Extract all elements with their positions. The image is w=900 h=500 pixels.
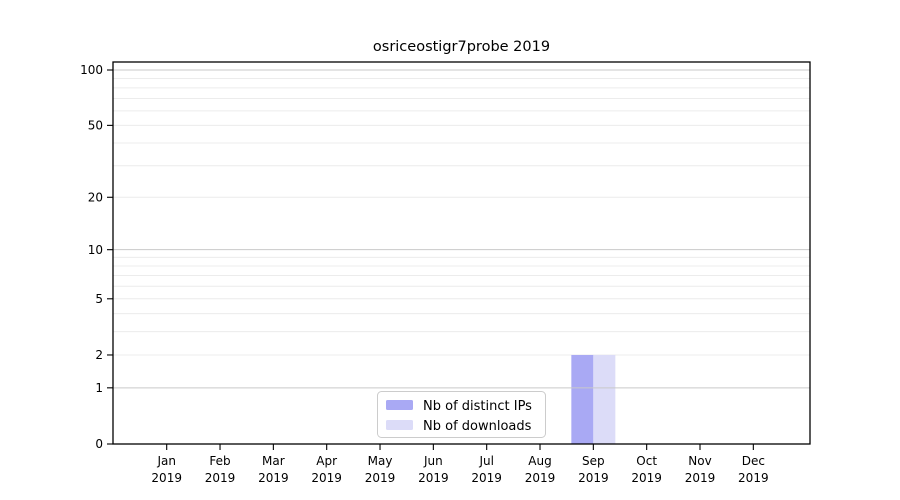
x-tick-label-month: Jan [156, 454, 176, 468]
y-tick-label: 0 [95, 437, 103, 451]
y-tick-label: 1 [95, 381, 103, 395]
x-tick-label-month: Jul [478, 454, 493, 468]
x-tick-label-year: 2019 [471, 471, 502, 485]
x-tick-label-month: Apr [316, 454, 337, 468]
x-axis: Jan 2019 Feb 2019 Mar 2019 Apr 2019 May 2019 Jun 20… [151, 444, 769, 485]
x-tick-label-month: Feb [209, 454, 230, 468]
legend-label: Nb of distinct IPs [423, 399, 532, 414]
x-tick-label-year: 2019 [525, 471, 556, 485]
y-axis: 0 1 2 5 10 20 50 100 [80, 63, 113, 451]
bars [571, 354, 616, 444]
legend-swatch-nb-of-distinct-ips [386, 400, 413, 410]
x-tick-label-year: 2019 [418, 471, 449, 485]
minor-gridlines [113, 77, 810, 356]
y-tick-label: 5 [95, 292, 103, 306]
x-tick-label-year: 2019 [738, 471, 769, 485]
x-tick-label-month: Dec [742, 454, 765, 468]
x-tick-label-year: 2019 [258, 471, 289, 485]
legend: Nb of distinct IPs Nb of downloads [377, 391, 546, 438]
plot-border [112, 61, 811, 445]
x-tick-label-month: May [368, 454, 393, 468]
x-tick-label-month: Aug [528, 454, 551, 468]
legend-label: Nb of downloads [423, 419, 532, 434]
major-gridlines [113, 69, 810, 389]
y-tick-label: 10 [88, 243, 103, 257]
x-tick-label-year: 2019 [685, 471, 716, 485]
x-tick-label-month: Sep [582, 454, 605, 468]
x-tick-label-year: 2019 [365, 471, 396, 485]
x-tick-label-month: Nov [688, 454, 711, 468]
x-tick-label-year: 2019 [578, 471, 609, 485]
x-tick-label-year: 2019 [205, 471, 236, 485]
y-tick-label: 50 [88, 119, 103, 133]
chart-title: osriceostigr7probe 2019 [373, 39, 550, 55]
x-tick-label-year: 2019 [151, 471, 182, 485]
x-tick-label-month: Oct [636, 454, 657, 468]
legend-box [377, 391, 546, 438]
x-tick-label-month: Mar [262, 454, 285, 468]
x-tick-label-month: Jun [423, 454, 443, 468]
bar-sep-nb-of-downloads [593, 354, 616, 444]
x-tick-label-year: 2019 [311, 471, 342, 485]
y-tick-label: 20 [88, 190, 103, 204]
x-tick-label-year: 2019 [631, 471, 662, 485]
legend-swatch-nb-of-downloads [386, 420, 413, 430]
y-tick-label: 2 [95, 348, 103, 362]
bar-sep-nb-of-distinct-ips [571, 354, 594, 444]
y-tick-label: 100 [80, 63, 103, 77]
